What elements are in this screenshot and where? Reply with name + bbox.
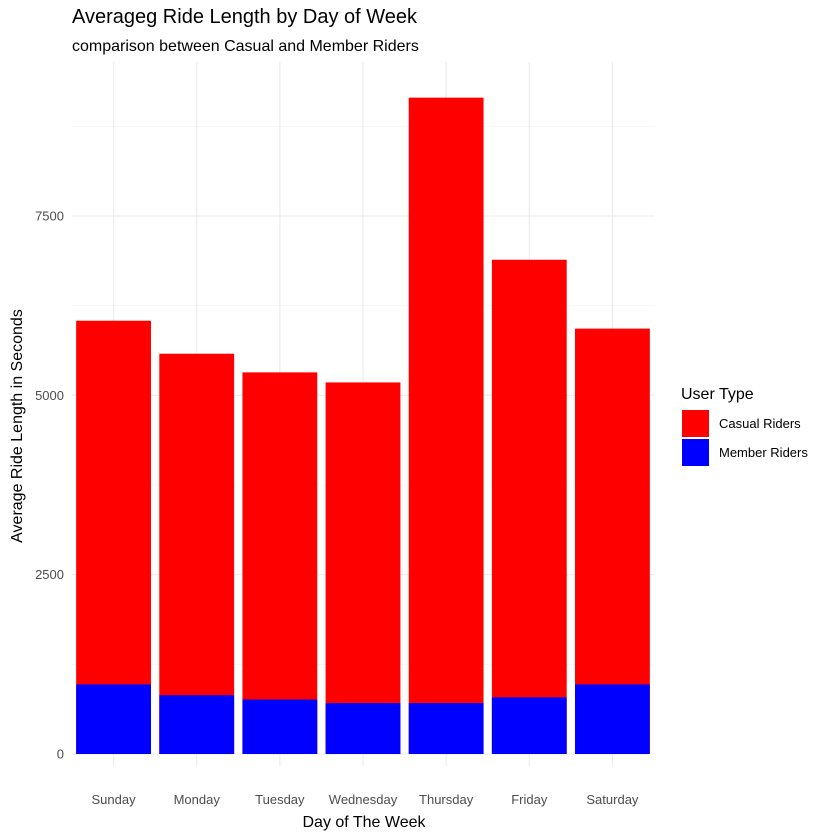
legend-key-casual [682, 410, 709, 437]
x-axis-title: Day of The Week [302, 814, 426, 831]
y-tick-label: 7500 [35, 209, 64, 224]
member-bar-wednesday [325, 703, 401, 754]
casual-bar-monday [159, 353, 235, 754]
x-tick-label: Monday [174, 792, 221, 807]
casual-bar-sunday [76, 320, 151, 754]
x-tick-label: Thursday [419, 792, 474, 807]
chart-subtitle: comparison between Casual and Member Rid… [72, 38, 419, 55]
x-tick-label: Friday [511, 792, 548, 807]
x-axis-ticks: Sunday Monday Tuesday Wednesday Thursday Frid… [92, 792, 639, 807]
x-tick-label: Saturday [586, 792, 639, 807]
member-bar-thursday [408, 703, 484, 754]
member-bar-saturday [575, 684, 650, 754]
member-bar-tuesday [242, 699, 318, 754]
member-bar-friday [491, 697, 567, 754]
x-tick-label: Tuesday [255, 792, 305, 807]
casual-bar-thursday [408, 97, 484, 754]
member-bar-sunday [76, 684, 151, 754]
legend-key-member [682, 439, 709, 466]
y-tick-label: 2500 [35, 567, 64, 582]
y-axis-title: Average Ride Length in Seconds [9, 309, 26, 543]
legend: User Type Casual Riders Member Riders [681, 386, 808, 466]
legend-label: Member Riders [719, 445, 808, 460]
x-tick-label: Wednesday [329, 792, 398, 807]
casual-bar-saturday [575, 328, 650, 754]
bars [76, 97, 650, 754]
member-bar-monday [159, 695, 235, 754]
y-tick-label: 5000 [35, 388, 64, 403]
x-tick-label: Sunday [92, 792, 137, 807]
casual-bar-friday [491, 259, 567, 754]
casual-bar-tuesday [242, 372, 318, 754]
legend-label: Casual Riders [719, 416, 801, 431]
casual-bar-wednesday [325, 382, 401, 754]
y-axis-ticks: 0 2500 5000 7500 [35, 209, 64, 762]
legend-title: User Type [681, 386, 754, 403]
chart-title: Averageg Ride Length by Day of Week [72, 6, 418, 28]
y-tick-label: 0 [57, 747, 64, 762]
